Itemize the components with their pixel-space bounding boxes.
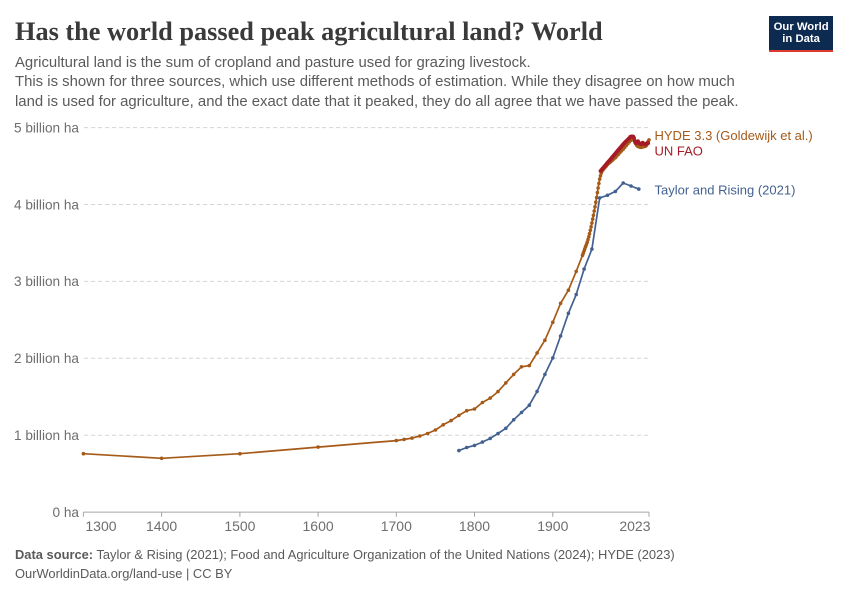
svg-text:1700: 1700 <box>381 518 412 534</box>
svg-text:1 billion ha: 1 billion ha <box>14 428 79 443</box>
svg-text:2 billion ha: 2 billion ha <box>14 351 79 366</box>
svg-text:1300: 1300 <box>85 518 116 534</box>
svg-text:1800: 1800 <box>459 518 490 534</box>
svg-text:1500: 1500 <box>224 518 255 534</box>
svg-text:3 billion ha: 3 billion ha <box>14 274 79 289</box>
svg-text:UN FAO: UN FAO <box>655 144 703 159</box>
svg-text:0 ha: 0 ha <box>53 505 80 520</box>
svg-text:5 billion ha: 5 billion ha <box>14 120 79 135</box>
svg-text:1900: 1900 <box>537 518 568 534</box>
svg-text:1400: 1400 <box>146 518 177 534</box>
svg-text:2023: 2023 <box>619 518 650 534</box>
svg-text:4 billion ha: 4 billion ha <box>14 197 79 212</box>
svg-text:Taylor and Rising (2021): Taylor and Rising (2021) <box>655 182 796 197</box>
svg-text:HYDE 3.3 (Goldewijk et al.): HYDE 3.3 (Goldewijk et al.) <box>655 128 813 143</box>
svg-text:1600: 1600 <box>303 518 334 534</box>
